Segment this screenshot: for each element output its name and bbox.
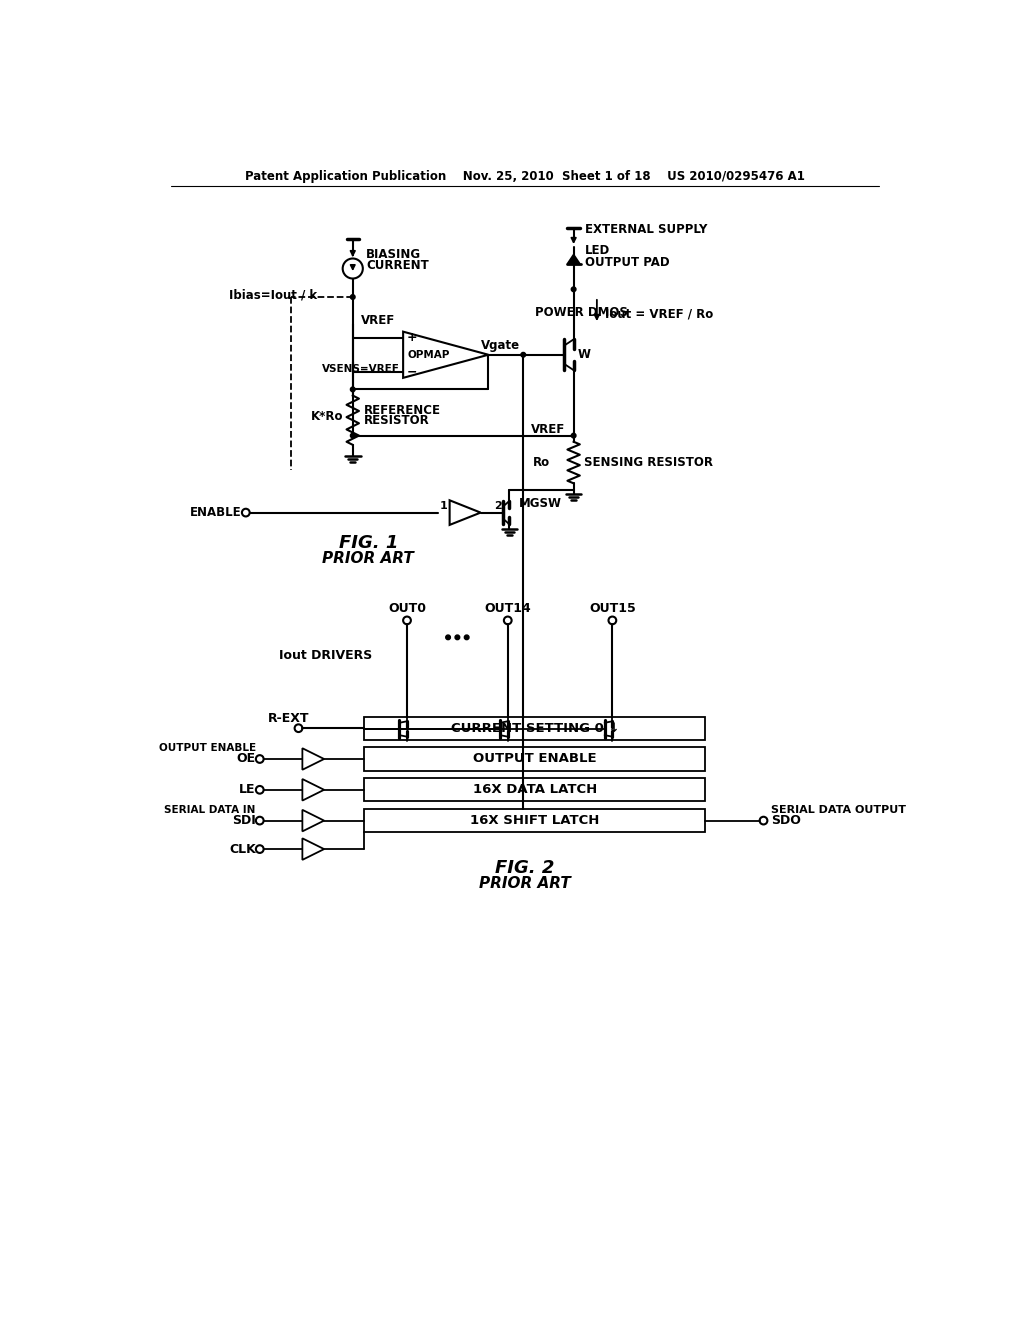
Text: MGSW: MGSW bbox=[519, 496, 562, 510]
Text: OE: OE bbox=[237, 752, 256, 766]
Circle shape bbox=[521, 352, 525, 356]
Text: SERIAL DATA OUTPUT: SERIAL DATA OUTPUT bbox=[771, 805, 906, 814]
Text: SENSING RESISTOR: SENSING RESISTOR bbox=[585, 455, 714, 469]
Text: PRIOR ART: PRIOR ART bbox=[479, 876, 570, 891]
Text: 16X SHIFT LATCH: 16X SHIFT LATCH bbox=[470, 814, 600, 828]
Bar bbox=[365, 809, 706, 832]
Bar bbox=[365, 779, 706, 801]
Circle shape bbox=[295, 725, 302, 733]
Text: POWER DMOS: POWER DMOS bbox=[535, 306, 628, 319]
Circle shape bbox=[256, 817, 263, 825]
Text: +: + bbox=[407, 331, 418, 345]
Circle shape bbox=[504, 616, 512, 624]
Text: OUT15: OUT15 bbox=[589, 602, 636, 615]
Text: FIG. 2: FIG. 2 bbox=[496, 859, 554, 878]
Text: Patent Application Publication    Nov. 25, 2010  Sheet 1 of 18    US 2010/029547: Patent Application Publication Nov. 25, … bbox=[245, 169, 805, 182]
Text: OPMAP: OPMAP bbox=[407, 350, 450, 360]
Circle shape bbox=[350, 433, 355, 438]
Text: VSENS=VREF: VSENS=VREF bbox=[322, 364, 399, 375]
Text: PRIOR ART: PRIOR ART bbox=[323, 552, 414, 566]
Text: RESISTOR: RESISTOR bbox=[364, 414, 429, 428]
Circle shape bbox=[608, 616, 616, 624]
Text: VREF: VREF bbox=[531, 422, 565, 436]
Circle shape bbox=[350, 387, 355, 392]
Text: REFERENCE: REFERENCE bbox=[364, 404, 440, 417]
Text: OUT14: OUT14 bbox=[484, 602, 531, 615]
Circle shape bbox=[760, 817, 767, 825]
Text: OUT0: OUT0 bbox=[388, 602, 426, 615]
Text: CURRENT SETTING 0 ↓: CURRENT SETTING 0 ↓ bbox=[451, 722, 620, 735]
Text: 1: 1 bbox=[439, 502, 447, 511]
Text: OUTPUT ENABLE: OUTPUT ENABLE bbox=[159, 743, 256, 754]
Polygon shape bbox=[567, 255, 580, 264]
Text: CURRENT: CURRENT bbox=[366, 259, 429, 272]
Text: SDO: SDO bbox=[771, 814, 801, 828]
Text: K*Ro: K*Ro bbox=[311, 409, 343, 422]
Circle shape bbox=[256, 755, 263, 763]
Text: BIASING: BIASING bbox=[366, 248, 421, 261]
Text: LE: LE bbox=[240, 783, 256, 796]
Circle shape bbox=[445, 635, 451, 640]
Text: Ro: Ro bbox=[534, 455, 550, 469]
Circle shape bbox=[571, 286, 575, 292]
Text: Ibias=Iout / k: Ibias=Iout / k bbox=[228, 288, 316, 301]
Circle shape bbox=[571, 433, 575, 438]
Text: LED: LED bbox=[586, 244, 610, 257]
Text: SERIAL DATA IN: SERIAL DATA IN bbox=[165, 805, 256, 814]
Text: 2: 2 bbox=[494, 502, 502, 511]
Circle shape bbox=[403, 616, 411, 624]
Text: VREF: VREF bbox=[360, 314, 394, 326]
Circle shape bbox=[256, 845, 263, 853]
Bar bbox=[365, 747, 706, 771]
Text: OUTPUT PAD: OUTPUT PAD bbox=[586, 256, 670, 269]
Circle shape bbox=[242, 508, 250, 516]
Text: Iout DRIVERS: Iout DRIVERS bbox=[280, 648, 373, 661]
Bar bbox=[365, 717, 706, 739]
Text: CLK: CLK bbox=[229, 842, 256, 855]
Circle shape bbox=[464, 635, 469, 640]
Text: OUTPUT ENABLE: OUTPUT ENABLE bbox=[473, 752, 597, 766]
Text: W: W bbox=[578, 348, 591, 362]
Text: 16X DATA LATCH: 16X DATA LATCH bbox=[473, 783, 597, 796]
Text: −: − bbox=[407, 366, 418, 379]
Circle shape bbox=[350, 294, 355, 300]
Circle shape bbox=[343, 259, 362, 279]
Text: R-EXT: R-EXT bbox=[267, 713, 309, 726]
Text: Vgate: Vgate bbox=[480, 339, 520, 352]
Text: ENABLE: ENABLE bbox=[190, 506, 242, 519]
Text: FIG. 1: FIG. 1 bbox=[339, 535, 398, 552]
Text: SDI: SDI bbox=[232, 814, 256, 828]
Text: EXTERNAL SUPPLY: EXTERNAL SUPPLY bbox=[586, 223, 708, 236]
Circle shape bbox=[256, 785, 263, 793]
Circle shape bbox=[455, 635, 460, 640]
Text: Iout = VREF / Ro: Iout = VREF / Ro bbox=[604, 308, 713, 321]
